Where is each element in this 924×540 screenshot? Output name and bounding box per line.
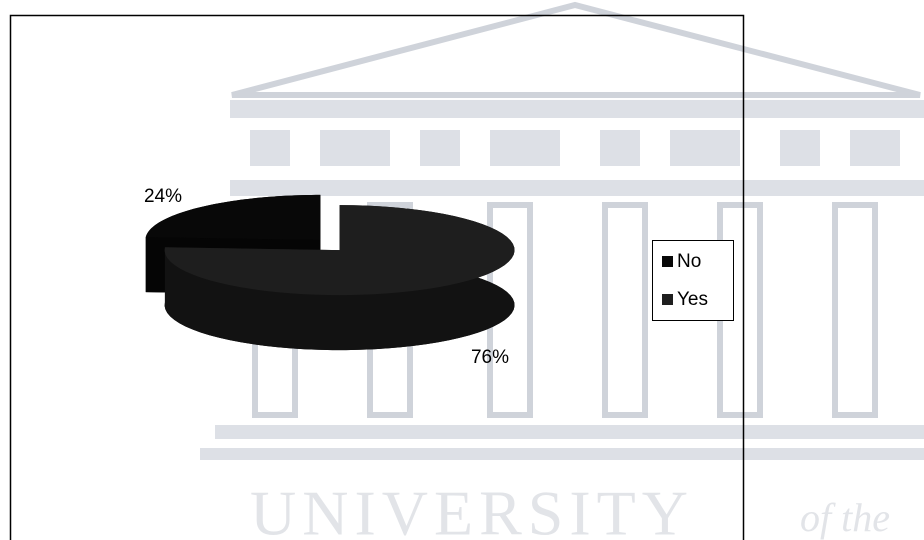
legend-label: Yes	[677, 289, 708, 310]
watermark-text: UNIVERSITY	[250, 478, 694, 540]
entablature	[230, 100, 924, 118]
legend-swatch	[662, 256, 673, 267]
pie: 24% 76%	[144, 186, 515, 368]
frieze	[250, 130, 900, 166]
base	[215, 425, 924, 439]
pediment	[232, 5, 920, 95]
legend-label: No	[677, 251, 701, 272]
page: UNIVERSITY of the 24% 76% No Yes	[0, 0, 924, 540]
legend: No Yes	[653, 241, 734, 321]
base-step	[200, 448, 924, 460]
watermark-tail: of the	[800, 495, 890, 540]
architrave	[230, 180, 924, 196]
data-label: 24%	[144, 186, 182, 207]
data-label: 76%	[471, 347, 509, 368]
legend-swatch	[662, 294, 673, 305]
